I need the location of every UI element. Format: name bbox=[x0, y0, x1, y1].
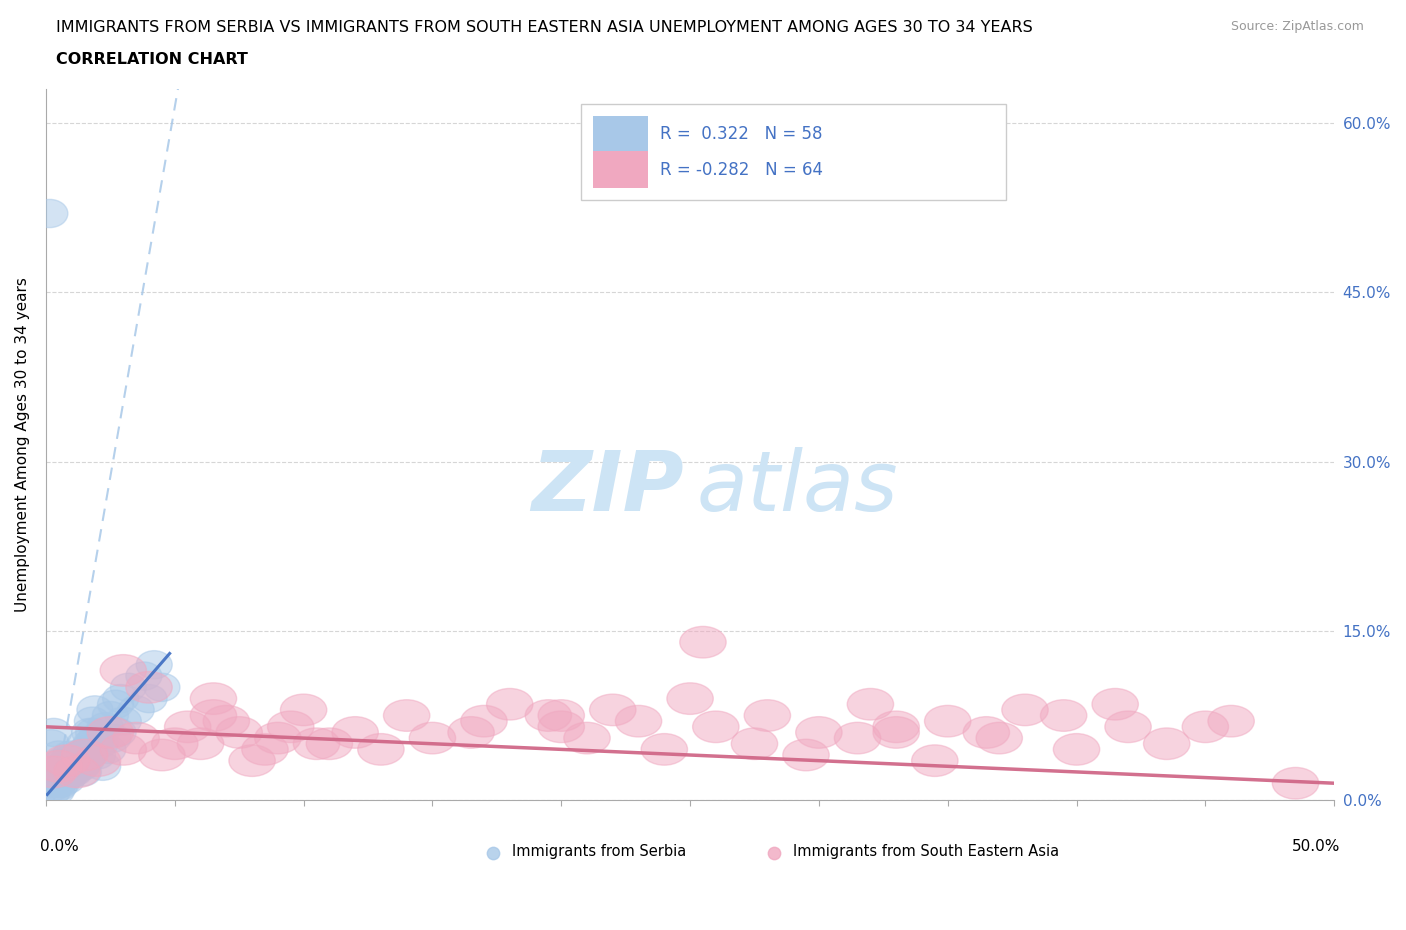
Text: Source: ZipAtlas.com: Source: ZipAtlas.com bbox=[1230, 20, 1364, 33]
Text: 50.0%: 50.0% bbox=[1292, 839, 1340, 855]
FancyBboxPatch shape bbox=[593, 115, 648, 153]
FancyBboxPatch shape bbox=[593, 152, 648, 188]
Text: R =  0.322   N = 58: R = 0.322 N = 58 bbox=[661, 126, 823, 143]
Text: CORRELATION CHART: CORRELATION CHART bbox=[56, 52, 247, 67]
Text: IMMIGRANTS FROM SERBIA VS IMMIGRANTS FROM SOUTH EASTERN ASIA UNEMPLOYMENT AMONG : IMMIGRANTS FROM SERBIA VS IMMIGRANTS FRO… bbox=[56, 20, 1033, 35]
Text: 0.0%: 0.0% bbox=[39, 839, 79, 855]
Text: Immigrants from South Eastern Asia: Immigrants from South Eastern Asia bbox=[793, 844, 1059, 858]
Point bbox=[49, 793, 72, 808]
Text: R = -0.282   N = 64: R = -0.282 N = 64 bbox=[661, 161, 824, 179]
Point bbox=[44, 793, 66, 808]
Y-axis label: Unemployment Among Ages 30 to 34 years: Unemployment Among Ages 30 to 34 years bbox=[15, 277, 30, 612]
Text: ZIP: ZIP bbox=[531, 447, 683, 528]
Text: Immigrants from Serbia: Immigrants from Serbia bbox=[512, 844, 686, 858]
FancyBboxPatch shape bbox=[581, 103, 1005, 200]
Text: atlas: atlas bbox=[696, 447, 898, 528]
